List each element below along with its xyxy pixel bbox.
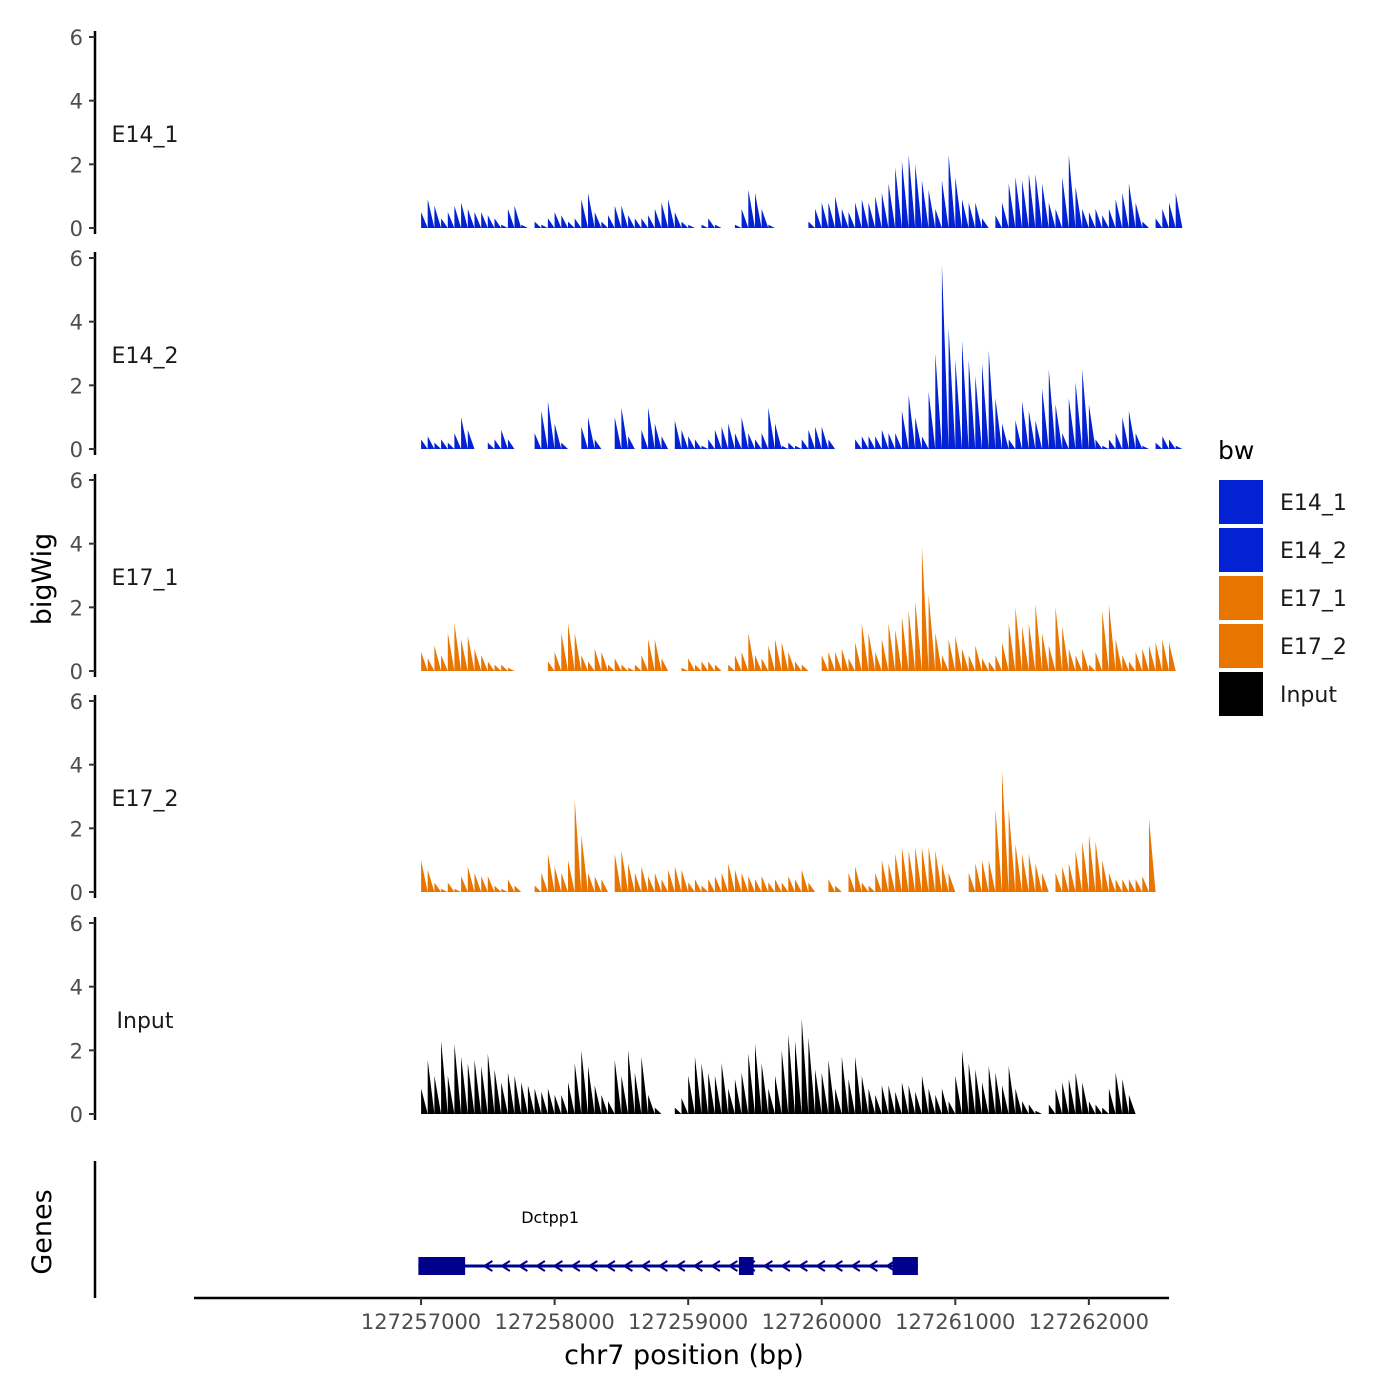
legend: bw E14_1 E14_2 E17_1 E17_2 Input	[1218, 436, 1347, 716]
coverage-area	[421, 546, 1183, 671]
y-tick-label: 6	[70, 247, 83, 271]
legend-swatch	[1219, 480, 1263, 524]
y-tick-label: 0	[70, 660, 83, 684]
legend-label: E14_2	[1280, 539, 1347, 564]
y-tick-label: 0	[70, 438, 83, 462]
y-tick-label: 0	[70, 217, 83, 241]
coverage-area	[421, 264, 1183, 449]
y-tick-label: 6	[70, 912, 83, 936]
strand-chevron	[779, 1260, 791, 1272]
strand-chevron	[657, 1260, 668, 1272]
strand-chevron	[674, 1260, 686, 1272]
track-e17-2: 0 2 4 6 E17_2	[70, 690, 1183, 905]
strand-chevron	[692, 1260, 703, 1272]
y-tick-label: 2	[70, 374, 83, 398]
x-tick-label: 127261000	[895, 1310, 1015, 1334]
x-tick-label: 127262000	[1029, 1310, 1149, 1334]
x-tick-label: 127258000	[494, 1310, 614, 1334]
strand-chevron	[867, 1260, 878, 1272]
legend-item-e17-2: E17_2	[1219, 624, 1347, 668]
legend-label: E14_1	[1280, 491, 1347, 516]
legend-title: bw	[1218, 436, 1254, 465]
y-tick-label: 4	[70, 311, 83, 335]
x-axis-title: chr7 position (bp)	[564, 1340, 804, 1371]
track-label: Input	[117, 1009, 174, 1034]
gene-dctpp1: Dctpp1	[418, 1208, 918, 1275]
strand-chevron	[849, 1260, 861, 1272]
strand-chevron	[552, 1260, 563, 1272]
strand-chevron	[727, 1260, 738, 1272]
y-tick-label: 2	[70, 596, 83, 620]
legend-item-e14-2: E14_2	[1219, 528, 1347, 572]
strand-chevron	[587, 1260, 598, 1272]
x-axis: 127257000 127258000 127259000 127260000 1272…	[194, 1296, 1169, 1334]
y-tick-label: 2	[70, 153, 83, 177]
y-tick-label: 6	[70, 469, 83, 493]
strand-chevron	[569, 1260, 581, 1272]
strand-chevron	[832, 1260, 843, 1272]
strand-chevron	[534, 1260, 546, 1272]
track-e14-2: 0 2 4 6 E14_2	[70, 247, 1183, 462]
y-tick-label: 4	[70, 976, 83, 1000]
y-tick-label: 2	[70, 1039, 83, 1063]
strand-chevron	[499, 1260, 511, 1272]
x-tick-label: 127257000	[361, 1310, 481, 1334]
y-tick-label: 0	[70, 881, 83, 905]
coverage-tracks: 0 2 4 6 E14_1 0 2 4 6 E14_2 0 2 4 6 E17_1 0 2 4 6 E17_2 0 2 4 6…	[70, 26, 1183, 1127]
strand-chevron	[604, 1260, 616, 1272]
track-input: 0 2 4 6 Input	[70, 912, 1183, 1127]
coverage-area	[421, 771, 1183, 892]
track-label: E14_2	[112, 344, 179, 369]
y-tick-label: 4	[70, 90, 83, 114]
legend-swatch	[1219, 624, 1263, 668]
gene-exon	[892, 1257, 918, 1275]
x-tick-label: 127260000	[762, 1310, 882, 1334]
legend-label: Input	[1280, 683, 1337, 708]
gene-exon	[418, 1257, 466, 1275]
y-tick-label: 2	[70, 817, 83, 841]
strand-chevron	[639, 1260, 651, 1272]
track-label: E17_2	[112, 787, 179, 812]
legend-label: E17_2	[1280, 635, 1347, 660]
coverage-area	[421, 1018, 1183, 1114]
strand-chevron	[814, 1260, 826, 1272]
coverage-area	[421, 154, 1183, 228]
legend-item-e14-1: E14_1	[1219, 480, 1347, 524]
strand-chevron	[517, 1260, 528, 1272]
x-tick-label: 127259000	[628, 1310, 748, 1334]
legend-item-e17-1: E17_1	[1219, 576, 1347, 620]
track-e17-1: 0 2 4 6 E17_1	[70, 469, 1183, 684]
track-label: E17_1	[112, 566, 179, 591]
legend-item-input: Input	[1219, 672, 1337, 716]
genes-panel-title: Genes	[27, 1189, 58, 1274]
y-tick-label: 4	[70, 754, 83, 778]
y-tick-label: 6	[70, 26, 83, 50]
legend-swatch	[1219, 528, 1263, 572]
strand-chevron	[482, 1260, 493, 1272]
y-tick-label: 0	[70, 1103, 83, 1127]
strand-chevron	[884, 1260, 896, 1272]
y-tick-label: 6	[70, 690, 83, 714]
strand-chevron	[709, 1260, 721, 1272]
genes-panel: Dctpp1	[93, 1161, 918, 1298]
gene-name-label: Dctpp1	[521, 1208, 579, 1227]
strand-chevron	[797, 1260, 808, 1272]
legend-swatch	[1219, 672, 1263, 716]
track-label: E14_1	[112, 123, 179, 148]
y-tick-label: 4	[70, 533, 83, 557]
legend-swatch	[1219, 576, 1263, 620]
track-e14-1: 0 2 4 6 E14_1	[70, 26, 1183, 241]
strand-chevron	[762, 1260, 773, 1272]
legend-label: E17_1	[1280, 587, 1347, 612]
y-axis-title: bigWig	[27, 533, 58, 626]
gene-exon	[738, 1257, 754, 1275]
strand-chevron	[622, 1260, 633, 1272]
